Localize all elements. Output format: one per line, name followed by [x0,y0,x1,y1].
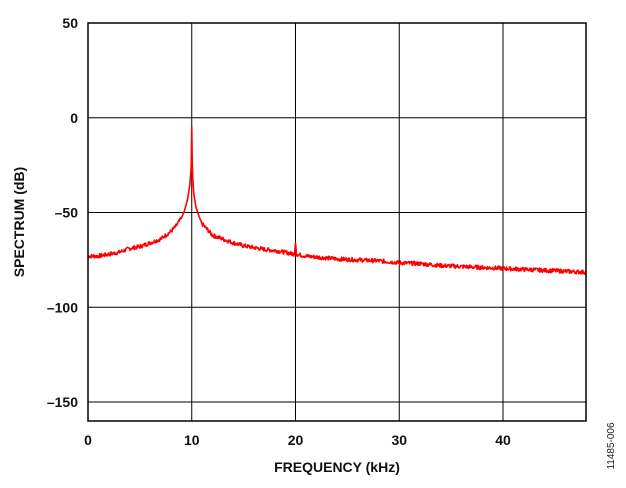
x-tick-label: 10 [184,432,200,448]
tick-labels: 0 10 20 30 40 50 0 –50 –100 –150 [47,15,511,448]
y-tick-label: –150 [47,394,78,410]
plot-frame [87,22,587,422]
y-tick-label: 0 [70,110,78,126]
x-tick-label: 40 [495,432,511,448]
series-line-spectrum [87,126,587,276]
y-tick-label: –50 [55,205,79,221]
x-tick-label: 20 [288,432,304,448]
x-tick-label: 30 [391,432,407,448]
x-tick-label: 0 [84,432,92,448]
y-tick-label: 50 [62,15,78,31]
y-tick-label: –100 [47,299,78,315]
data-series [87,126,587,276]
x-axis-title: FREQUENCY (kHz) [274,459,400,475]
y-axis-title: SPECTRUM (dB) [11,167,27,277]
figure-id-label: 11485-006 [606,422,617,470]
